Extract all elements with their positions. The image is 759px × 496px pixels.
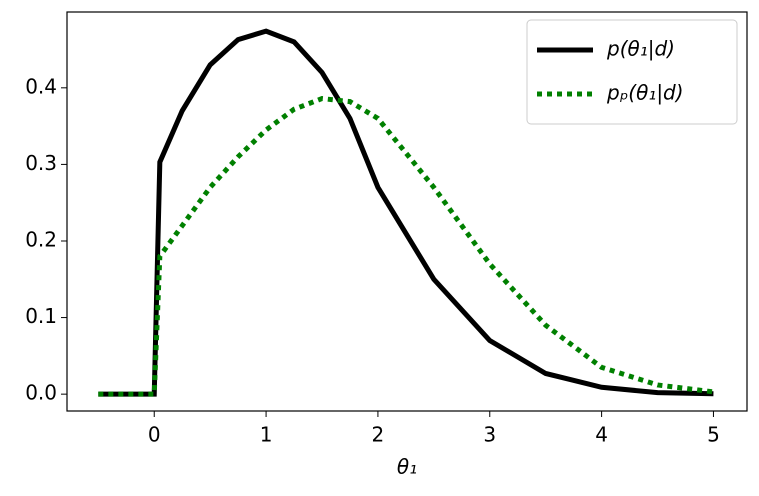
series-line	[98, 95, 714, 397]
x-tick-label: 3	[483, 423, 496, 447]
legend-label: pₚ(θ₁|d)	[606, 81, 684, 105]
legend-label: p(θ₁|d)	[606, 37, 675, 61]
y-tick-label: 0.4	[25, 74, 57, 98]
y-tick-label: 0.1	[25, 304, 57, 328]
x-tick-label: 2	[372, 423, 385, 447]
plot-frame	[66, 11, 748, 412]
y-tick-label: 0.2	[25, 227, 57, 251]
series-line	[98, 28, 714, 397]
y-tick-label: 0.0	[25, 381, 57, 405]
legend-box	[526, 19, 738, 125]
x-tick-label: 4	[595, 423, 608, 447]
x-tick-label: 1	[260, 423, 273, 447]
x-tick-label: 5	[707, 423, 720, 447]
x-axis-label: θ₁	[397, 455, 417, 479]
y-tick-label: 0.3	[25, 151, 57, 175]
x-tick-label: 0	[148, 423, 161, 447]
